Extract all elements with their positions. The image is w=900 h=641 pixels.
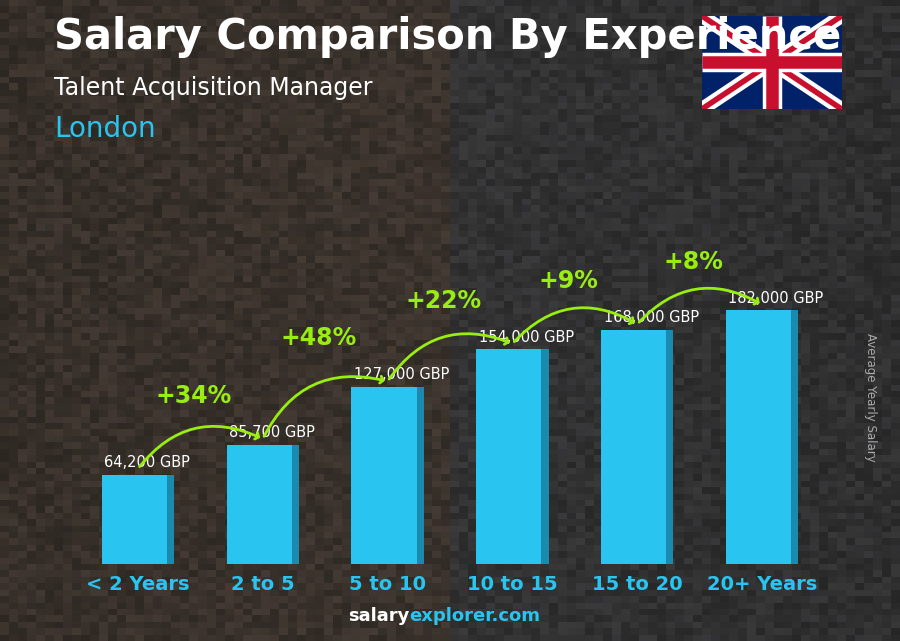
Text: 85,700 GBP: 85,700 GBP xyxy=(229,425,315,440)
Text: 154,000 GBP: 154,000 GBP xyxy=(479,329,574,345)
Text: +48%: +48% xyxy=(281,326,357,350)
Text: 64,200 GBP: 64,200 GBP xyxy=(104,455,190,470)
Bar xyxy=(726,310,798,564)
Text: +9%: +9% xyxy=(539,269,599,293)
Text: 168,000 GBP: 168,000 GBP xyxy=(604,310,698,325)
Text: +34%: +34% xyxy=(156,384,232,408)
Bar xyxy=(166,474,174,564)
Bar xyxy=(351,387,424,564)
Text: salary: salary xyxy=(348,607,410,625)
Text: London: London xyxy=(54,115,156,144)
Bar xyxy=(227,445,299,564)
Bar xyxy=(476,349,549,564)
Text: Salary Comparison By Experience: Salary Comparison By Experience xyxy=(54,16,842,58)
Bar xyxy=(102,474,174,564)
Text: 182,000 GBP: 182,000 GBP xyxy=(728,290,824,306)
Bar xyxy=(791,310,798,564)
Text: Average Yearly Salary: Average Yearly Salary xyxy=(865,333,878,462)
Text: 127,000 GBP: 127,000 GBP xyxy=(354,367,449,382)
Text: +8%: +8% xyxy=(663,249,724,274)
Bar xyxy=(666,330,673,564)
Bar xyxy=(601,330,673,564)
Bar xyxy=(292,445,299,564)
Text: +22%: +22% xyxy=(406,288,482,313)
Bar xyxy=(417,387,424,564)
Bar xyxy=(542,349,549,564)
Text: explorer.com: explorer.com xyxy=(410,607,541,625)
Text: Talent Acquisition Manager: Talent Acquisition Manager xyxy=(54,76,373,99)
